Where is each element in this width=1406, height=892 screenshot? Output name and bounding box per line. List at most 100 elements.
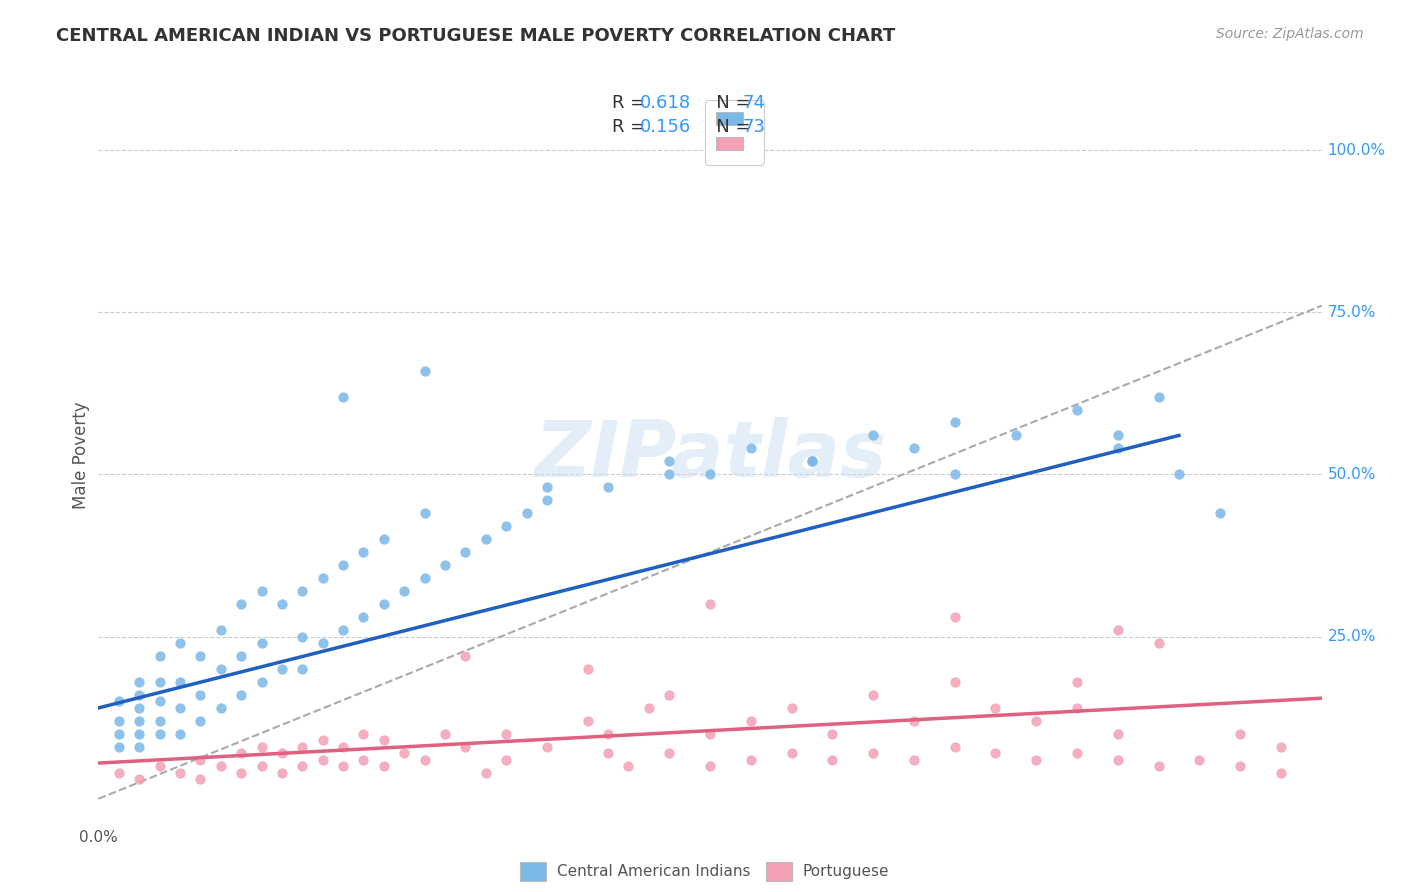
Point — [780, 747, 803, 761]
Point — [576, 662, 599, 676]
Point — [454, 545, 477, 559]
Point — [1147, 759, 1170, 773]
Text: 75.0%: 75.0% — [1327, 305, 1376, 319]
Point — [984, 701, 1007, 715]
Point — [332, 558, 354, 573]
Point — [1066, 402, 1088, 417]
Point — [128, 688, 150, 702]
Point — [188, 648, 212, 663]
Point — [1270, 765, 1292, 780]
Point — [291, 630, 314, 644]
Point — [658, 747, 681, 761]
Point — [332, 739, 354, 754]
Point — [516, 506, 538, 520]
Point — [454, 648, 477, 663]
Text: Central American Indians: Central American Indians — [557, 864, 751, 879]
Text: 0.0%: 0.0% — [79, 830, 118, 845]
Point — [1167, 467, 1189, 482]
Point — [231, 597, 253, 611]
Point — [250, 584, 273, 599]
Point — [474, 533, 498, 547]
Point — [576, 714, 599, 728]
Point — [1147, 636, 1170, 650]
Point — [108, 714, 131, 728]
Point — [149, 694, 172, 708]
Point — [413, 753, 436, 767]
Point — [149, 675, 172, 690]
Point — [434, 558, 457, 573]
Point — [1107, 442, 1129, 456]
Point — [291, 739, 314, 754]
Point — [169, 727, 191, 741]
Point — [231, 747, 253, 761]
Text: 0.618: 0.618 — [640, 94, 690, 112]
Point — [1188, 753, 1211, 767]
Point — [108, 765, 131, 780]
Point — [149, 727, 172, 741]
Point — [1107, 753, 1129, 767]
Point — [740, 442, 762, 456]
Point — [943, 739, 966, 754]
Point — [128, 701, 150, 715]
Point — [270, 747, 294, 761]
Point — [108, 727, 131, 741]
Point — [312, 753, 335, 767]
Point — [188, 753, 212, 767]
Point — [128, 772, 150, 787]
Point — [373, 533, 395, 547]
Point — [108, 694, 131, 708]
Point — [352, 727, 374, 741]
Text: 0.156: 0.156 — [640, 118, 690, 136]
Point — [291, 759, 314, 773]
Point — [1107, 428, 1129, 442]
Point — [536, 493, 558, 508]
Point — [1107, 727, 1129, 741]
Point — [231, 765, 253, 780]
Point — [352, 610, 374, 624]
Point — [373, 597, 395, 611]
Point — [598, 727, 620, 741]
Point — [1066, 701, 1088, 715]
Point — [1107, 623, 1129, 637]
Point — [188, 714, 212, 728]
Point — [169, 636, 191, 650]
Point — [188, 688, 212, 702]
Text: 100.0%: 100.0% — [1327, 143, 1386, 158]
Point — [128, 714, 150, 728]
Point — [495, 727, 517, 741]
Point — [984, 747, 1007, 761]
Point — [801, 454, 824, 468]
Text: 25.0%: 25.0% — [1327, 629, 1376, 644]
Text: N =: N = — [699, 94, 756, 112]
Point — [332, 623, 354, 637]
Point — [413, 363, 436, 377]
Point — [332, 390, 354, 404]
Point — [169, 765, 191, 780]
Text: 74: 74 — [742, 94, 765, 112]
Point — [536, 480, 558, 494]
Point — [801, 454, 824, 468]
Point — [1270, 739, 1292, 754]
Point — [209, 759, 232, 773]
Point — [637, 701, 661, 715]
Point — [373, 733, 395, 747]
Point — [352, 545, 374, 559]
Point — [108, 739, 131, 754]
Point — [250, 759, 273, 773]
Text: 73: 73 — [742, 118, 765, 136]
Point — [169, 701, 191, 715]
Text: R =: R = — [612, 118, 651, 136]
Point — [312, 571, 335, 585]
Point — [740, 753, 762, 767]
Point — [169, 675, 191, 690]
Point — [231, 688, 253, 702]
Point — [598, 480, 620, 494]
Point — [1025, 714, 1047, 728]
Point — [699, 597, 721, 611]
Point — [474, 765, 498, 780]
Point — [699, 467, 721, 482]
Point — [699, 759, 721, 773]
Point — [209, 662, 232, 676]
Point — [536, 739, 558, 754]
Point — [658, 454, 681, 468]
